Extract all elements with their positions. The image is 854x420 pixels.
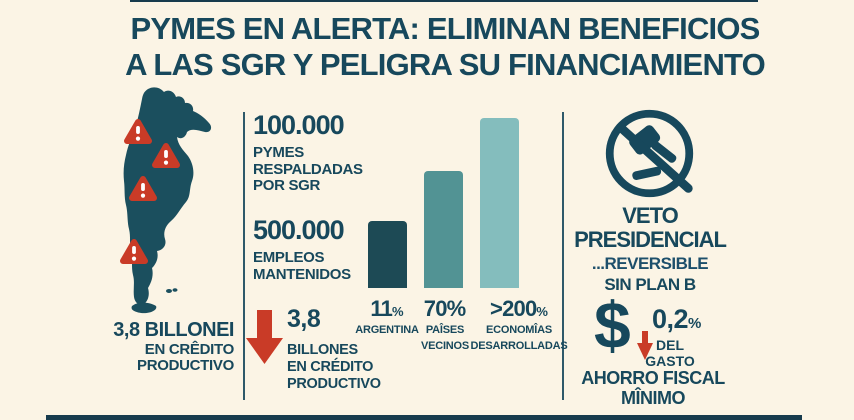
credit-line-3: PRODUCTIVO [136,357,234,374]
stat-pymes-line: PYMES [253,144,305,161]
argentina-map [120,87,212,314]
warning-icon [120,239,148,264]
stat-pymes-line: POR SGR [253,177,321,194]
bar-paises-vecinos [424,171,463,288]
page-title: PYMES EN ALERTA: ELIMINAN BENEFICIOS A L… [36,11,854,83]
stat-empleos: 500.000 EMPLEOS MANTENIDOS [253,215,351,283]
title-line-2: A LAS SGR Y PELIGRA SU FINANCIAMIENTO [125,47,766,82]
savings-percent-value: 0,2% [652,304,701,335]
credit-line-2: EN CRÊDITO [144,341,235,358]
column-divider-left [243,112,245,400]
veto-word-1: VETO [622,203,679,228]
warning-icon [129,176,157,201]
stat-pymes-value: 100.000 [253,110,345,140]
bar-chart [368,118,540,288]
bar-label-paises-vecinos: 70% PAÎSES VECINOS [400,296,490,353]
bar-argentina [368,221,407,288]
savings-line-ahorro: AHORRO FISCAL [581,368,725,388]
stat-empleos-line: MANTENIDOS [253,265,351,283]
stat-pymes: 100.000 PYMES RESPALDADAS POR SGR [253,110,363,195]
bar-category: ARGENTINA [355,324,419,336]
tierra-del-fuego [131,302,157,314]
column-divider-right [562,112,564,400]
dollar-icon: $ [594,288,631,362]
percent-sign: % [536,304,548,319]
stat-empleos-line: EMPLEOS [253,249,325,266]
percent-sign: % [688,315,701,332]
drop-line: BILLONES [287,342,358,358]
bar-category: ECONOMÎAS [485,324,553,336]
percent-sign: % [446,296,467,321]
veto-subtitle-sin-plan-b: SIN PLAN B [604,275,696,294]
credit-total-left: 3,8 BILLONEI EN CRÊDITO PRODUCTIVO [88,318,234,374]
bar-label-economias: >200% ECONOMÎAS DESARROLLADAS [463,296,575,353]
title-line-1: PYMES EN ALERTA: ELIMINAN BENEFICIOS [130,11,760,46]
bar-value: 70 [423,296,448,321]
bar-category: PAÎSES [425,324,465,336]
drop-line: PRODUCTIVO [287,376,381,392]
credit-amount: 3,8 BILLONEI [113,319,234,341]
no-gavel-icon [605,109,694,198]
bar-value: 11 [370,296,393,321]
top-border-line [130,0,758,2]
veto-subtitle-reversible: ...REVERSIBLE [591,254,709,273]
savings-number: 0,2 [652,304,689,334]
bar-value: >200 [490,296,537,321]
savings-line-del: DEL [656,337,684,353]
stat-pymes-line: RESPALDADAS [253,160,363,178]
island-dot-1 [166,289,172,293]
down-arrow-icon [637,331,653,360]
bar-category: DESARROLLADAS [470,339,568,352]
warning-icon [152,143,180,168]
drop-line: EN CRÉDITO [287,359,374,375]
bar-category: VECINOS [420,339,470,352]
warning-icon [124,119,152,144]
percent-sign: % [392,304,404,319]
stat-empleos-value: 500.000 [253,215,345,245]
veto-word-2: PRESIDENCIAL [574,227,727,252]
savings-line-minimo: MÎNIMO [621,388,686,408]
island-dot-2 [172,288,178,292]
bar-label-argentina: 11% ARGENTINA [342,296,432,338]
bar-economias-desarrolladas [480,118,519,288]
bottom-border-band [46,415,802,420]
drop-description: BILLONES EN CRÉDITO PRODUCTIVO [287,342,381,393]
veto-heading: VETO PRESIDENCIAL [560,204,740,252]
savings-line-gasto: GASTO [645,353,695,369]
down-arrow-icon [246,310,283,364]
drop-amount: 3,8 [287,305,321,333]
